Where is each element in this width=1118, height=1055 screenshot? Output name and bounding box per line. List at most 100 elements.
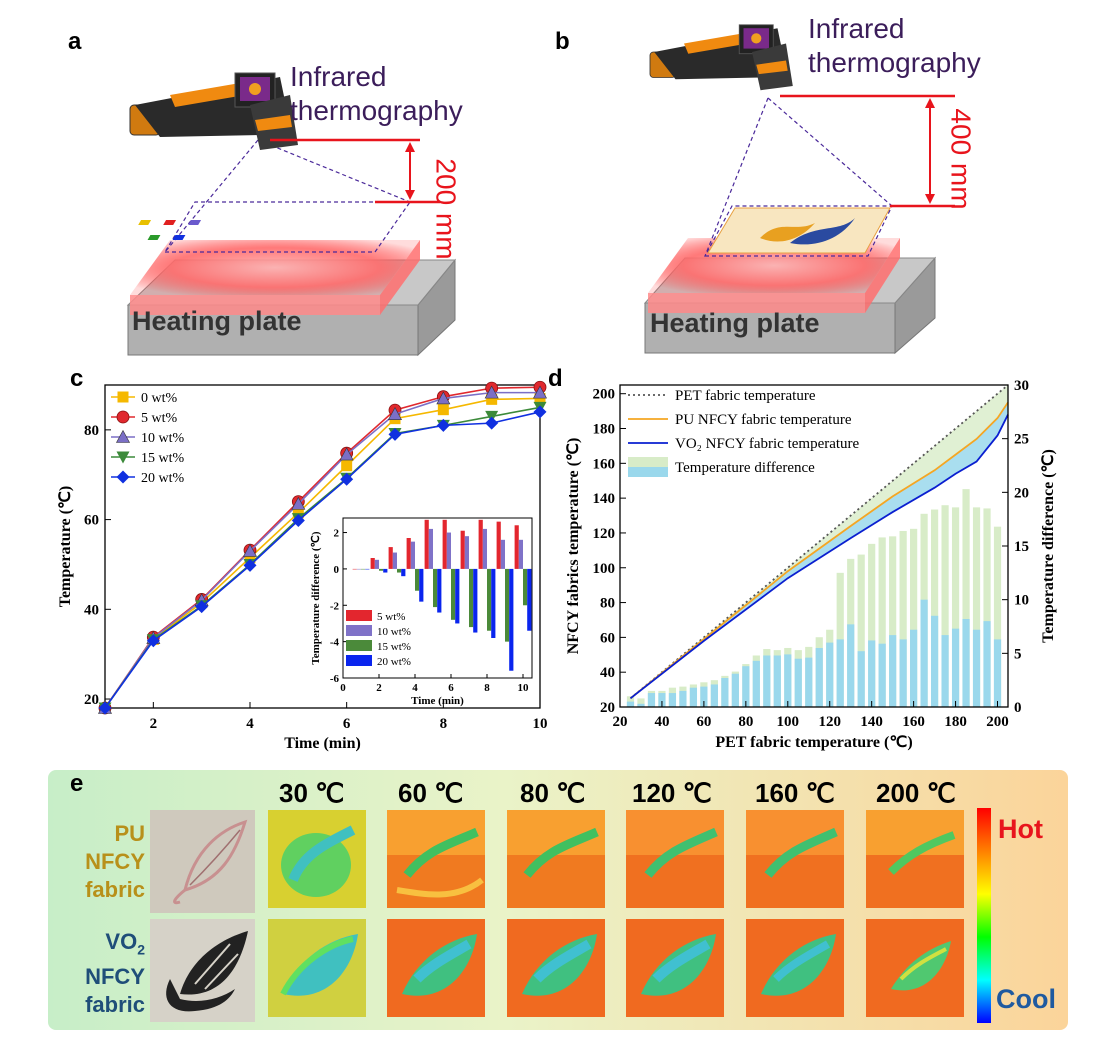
sample-20wt	[172, 235, 186, 240]
data-point	[484, 385, 499, 399]
data-point	[292, 507, 304, 519]
y2-tick-label: 15	[1014, 539, 1029, 555]
diff-bar-pu	[637, 698, 645, 707]
legend-label: 0 wt%	[141, 391, 178, 406]
series-line	[104, 411, 541, 709]
legend-label: 5 wt%	[141, 411, 178, 426]
diff-bar-vo2	[878, 643, 886, 707]
y-tick-label: 60	[600, 630, 615, 646]
thermal-pu-120	[626, 810, 724, 908]
data-point	[339, 447, 354, 461]
y2-tick-label: 0	[1014, 700, 1022, 716]
inset-legend-label: 20 wt%	[377, 656, 411, 668]
y-tick-label: 80	[600, 596, 615, 612]
camera-label-a: Infrared thermography	[290, 61, 463, 126]
x-tick-label: 180	[944, 714, 967, 730]
diff-bar-vo2	[962, 618, 970, 707]
legend-marker	[115, 429, 131, 443]
series-line-VO-NFCY-fabric-temperature	[629, 414, 1009, 700]
x-tick-label: 10	[533, 716, 548, 732]
inset-bar	[478, 519, 483, 569]
sample-10wt	[188, 220, 202, 225]
data-point	[98, 701, 112, 715]
photo-vo2-fabric	[150, 919, 255, 1022]
panel-label-b: b	[555, 28, 570, 55]
inset-bar	[446, 532, 451, 569]
x-tick-label: 140	[860, 714, 883, 730]
thermal-pu-30	[268, 810, 366, 908]
data-point	[485, 416, 499, 430]
legend-label: PU NFCY fabric temperature	[675, 412, 852, 428]
heating-plate-label-b: Heating plate	[650, 308, 820, 338]
color-scale-bar	[977, 808, 991, 1023]
thermal-camera-icon	[129, 72, 298, 150]
x-tick-label: 160	[902, 714, 925, 730]
legend-marker	[116, 410, 130, 424]
inset-bar	[460, 530, 465, 569]
data-point	[532, 385, 548, 399]
inset-bar	[455, 568, 460, 624]
diff-bar-vo2	[752, 660, 760, 707]
y-tick-label: 100	[593, 561, 616, 577]
y2-axis-label: Temperature difference (℃)	[1040, 449, 1057, 643]
data-point	[437, 404, 449, 416]
temp-header-200: 200 ℃	[876, 778, 956, 808]
thermal-vo2-30	[268, 919, 366, 1017]
temp-header-120: 120 ℃	[632, 778, 712, 808]
legend-marker	[116, 470, 130, 484]
diff-bar-pu	[930, 509, 939, 707]
inset-bar	[379, 568, 384, 571]
diff-bar-pu	[993, 526, 1002, 707]
inset-bar	[514, 525, 519, 569]
diff-bar-pu	[983, 508, 991, 707]
diff-bar-pu	[972, 507, 981, 707]
diff-bar-pu	[951, 507, 960, 707]
data-point	[291, 496, 306, 510]
diff-bar-pu	[857, 554, 865, 707]
y-tick-label: 140	[593, 491, 616, 507]
inset-bar	[487, 568, 492, 631]
y2-tick-label: 25	[1014, 432, 1029, 448]
chart-d: 20 40 60 80 100 120 140 160 180 20020406080100120…	[565, 378, 1057, 751]
legend-label: PET fabric temperature	[675, 388, 816, 404]
inset-legend-swatch	[346, 655, 372, 666]
inset-bar	[491, 568, 496, 638]
diff-bar-vo2	[626, 701, 635, 707]
y-tick-label: 120	[593, 526, 616, 542]
thermal-pu-80	[507, 810, 605, 908]
inset-bar	[442, 519, 447, 569]
diff-bar-vo2	[930, 615, 939, 707]
panel-label-a: a	[68, 28, 82, 55]
data-point	[436, 391, 451, 405]
inset-bar	[383, 568, 388, 573]
inset-bar	[523, 568, 528, 606]
diff-bar-vo2	[805, 657, 813, 707]
x-tick-label: 8	[440, 716, 448, 732]
inset-bar	[365, 568, 370, 570]
inset-bar	[415, 568, 420, 591]
diff-bar-vo2	[658, 693, 666, 707]
y2-tick-label: 30	[1014, 378, 1029, 394]
inset-bar	[505, 568, 510, 642]
data-point	[341, 460, 353, 472]
diff-bar-vo2	[889, 635, 897, 707]
row-label-pu: PU NFCY fabric	[85, 821, 145, 902]
scale-cool-label: Cool	[996, 984, 1056, 1014]
diff-bar-vo2	[972, 629, 981, 707]
inset-y-tick-label: -6	[330, 673, 340, 685]
diff-bar-vo2	[857, 651, 865, 707]
y-tick-label: 80	[84, 423, 99, 439]
diff-bar-vo2	[847, 624, 855, 707]
data-point	[291, 513, 305, 527]
x-axis-label: Time (min)	[284, 735, 361, 752]
inset-legend-label: 10 wt%	[377, 626, 411, 638]
diff-bar-vo2	[637, 703, 645, 707]
data-point	[195, 600, 209, 614]
diff-bar-vo2	[910, 629, 918, 707]
data-point	[534, 392, 546, 404]
data-point	[387, 407, 403, 420]
diff-bar-vo2	[700, 686, 708, 707]
inset-bar	[527, 568, 532, 631]
y2-tick-label: 20	[1014, 485, 1029, 501]
distance-label-b: 400 mm	[945, 108, 977, 210]
